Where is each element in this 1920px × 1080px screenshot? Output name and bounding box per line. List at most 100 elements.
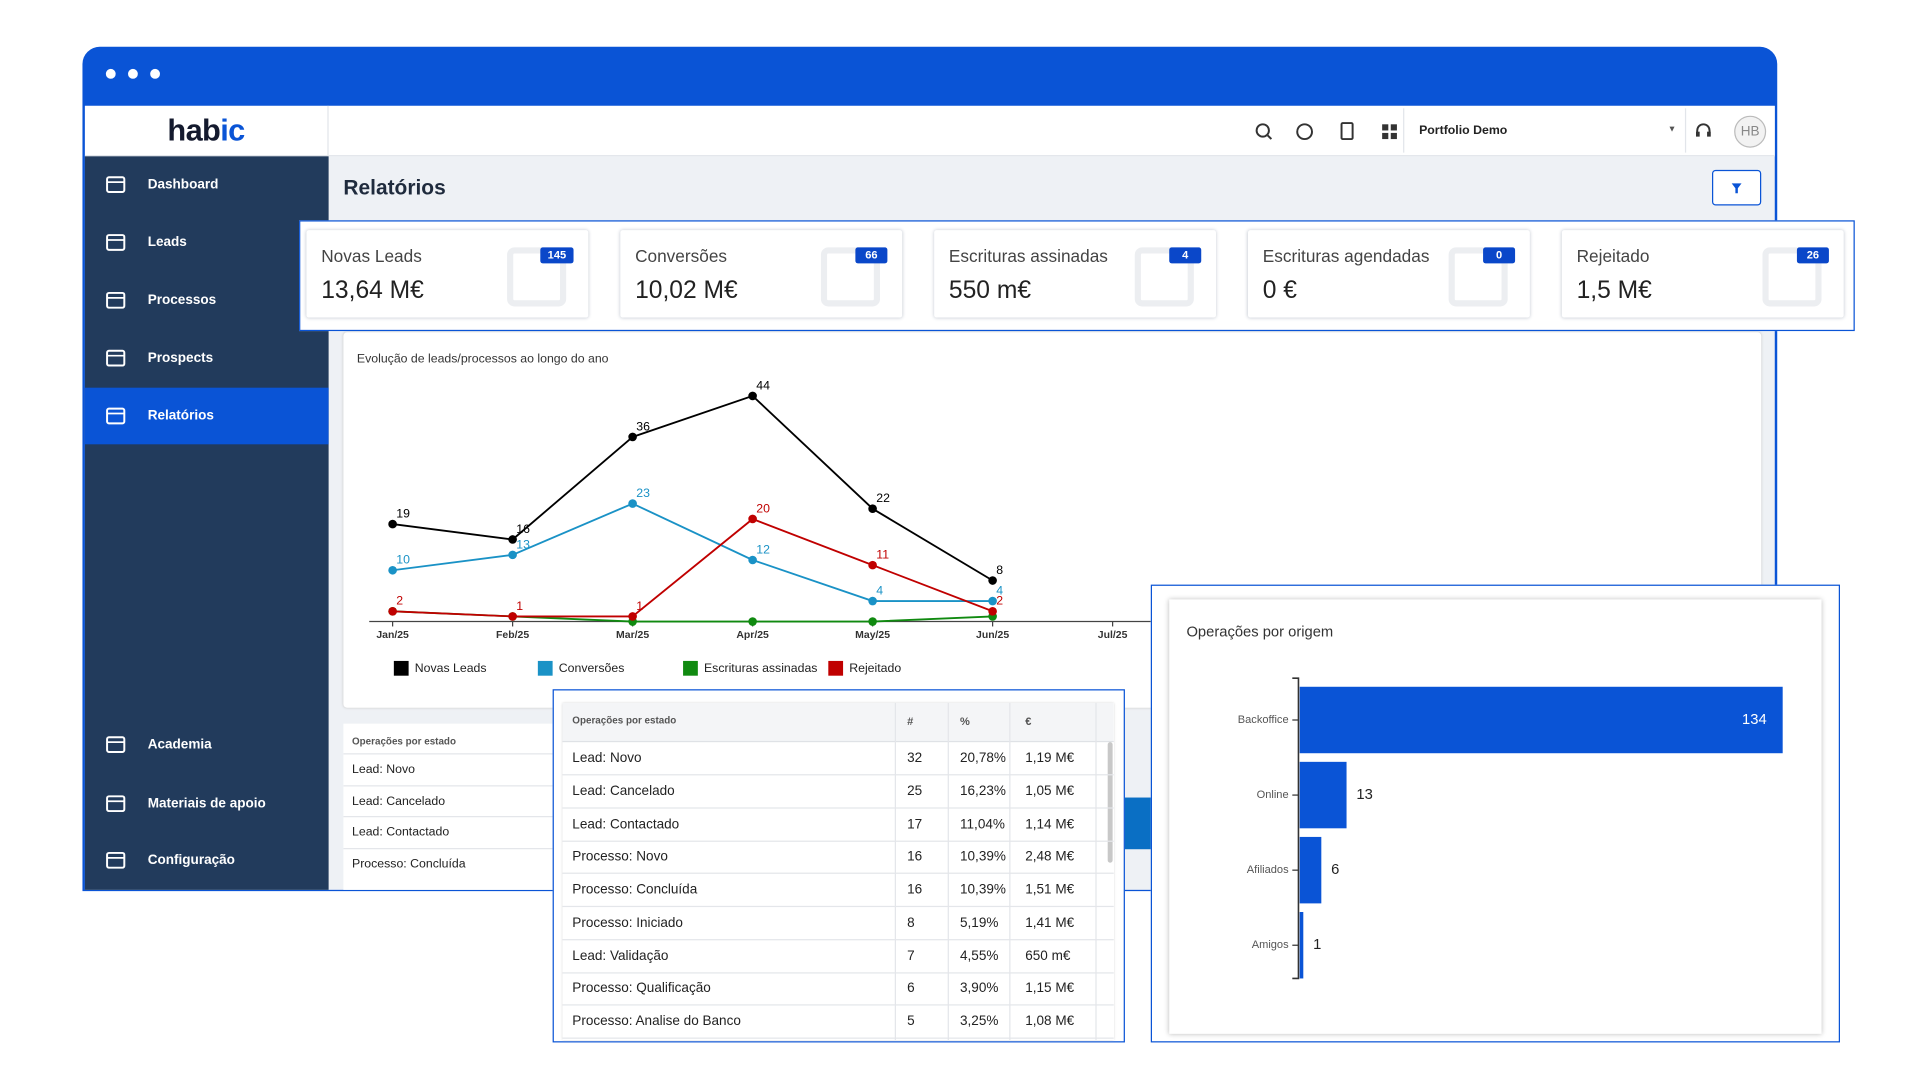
- cell: 7: [907, 948, 915, 964]
- header-icons: [1255, 122, 1397, 141]
- column-separator: [894, 702, 896, 1040]
- data-label: 44: [756, 378, 770, 392]
- legend-swatch: [537, 660, 553, 676]
- kpi-label: Conversões: [635, 246, 728, 266]
- table: Operações por estado #% € Lead: Novo 32 20,78…: [562, 702, 1114, 1040]
- data-label: 6: [1331, 862, 1339, 878]
- data-point: [628, 612, 637, 621]
- nav-item[interactable]: Processos: [147, 292, 217, 308]
- bar-chart-card: Operações por origem Backoffice 134 Online 1…: [1169, 599, 1822, 1034]
- y-tick-label: Afiliados: [1247, 864, 1289, 876]
- calculator-icon[interactable]: [1340, 122, 1354, 141]
- kpi-value: 1,5 M€: [1576, 276, 1652, 304]
- kpi-badge: 145: [540, 247, 574, 264]
- cell: Processo: Concluída: [351, 857, 466, 871]
- data-point: [868, 560, 877, 570]
- background-table-title: Operações por estado: [351, 735, 456, 748]
- header-cell: #: [907, 715, 914, 728]
- nav-item[interactable]: Academia: [147, 737, 212, 752]
- header-cell: Operações por estado: [572, 715, 677, 727]
- background-bar: [1123, 797, 1154, 850]
- data-label: 22: [876, 491, 890, 505]
- table-row: Lead: Novo: [343, 753, 556, 785]
- nav-item[interactable]: Materiais de apoio: [147, 796, 266, 812]
- kpi-watermark: [820, 247, 880, 307]
- table-row: Lead: Cancelado 25 16,23% 1,05 M€: [562, 775, 1114, 809]
- cell: 10,39%: [959, 882, 1006, 898]
- filter-button[interactable]: [1711, 169, 1762, 206]
- cell: 20,78%: [959, 750, 1006, 766]
- y-tick-label: Online: [1257, 789, 1289, 801]
- nav-item[interactable]: Prospects: [147, 350, 214, 366]
- avatar[interactable]: HB: [1734, 115, 1767, 148]
- data-label: 4: [996, 583, 1003, 597]
- divider: [327, 105, 329, 156]
- cell: 1,41 M€: [1025, 915, 1075, 931]
- cell: 5,19%: [959, 915, 999, 931]
- line-chart: Evolução de leads/processos ao longo do …: [357, 352, 1151, 676]
- table-row: Lead: Validação 7 4,55% 650 m€: [562, 940, 1114, 973]
- table-header: [562, 702, 1114, 743]
- nav-icon: [106, 795, 126, 813]
- kpi-card: Rejeitado 1,5 M€ 26: [1561, 230, 1844, 318]
- data-label: 36: [636, 419, 650, 433]
- apps-icon[interactable]: [1382, 124, 1397, 140]
- search-icon[interactable]: [1255, 123, 1270, 138]
- cell: Processo: Qualificação: [572, 981, 711, 996]
- data-point: [868, 596, 877, 606]
- kpi-label: Rejeitado: [1576, 246, 1650, 266]
- x-tick-label: Mar/25: [616, 630, 649, 641]
- legend-label: Conversões: [559, 661, 625, 675]
- series-line: [392, 502, 993, 602]
- nav-item[interactable]: Leads: [147, 235, 187, 250]
- cell: Processo: Analise do Banco: [572, 1014, 741, 1029]
- data-point: [988, 596, 997, 606]
- data-label: 8: [996, 563, 1003, 577]
- cell: 1,05 M€: [1025, 783, 1075, 799]
- globe-icon[interactable]: [1296, 123, 1313, 141]
- chart-title: Evolução de leads/processos ao longo do …: [357, 352, 609, 366]
- cell: 1,19 M€: [1025, 750, 1075, 766]
- kpi-card: Conversões 10,02 M€ 66: [620, 230, 903, 318]
- data-label: 2: [996, 594, 1003, 608]
- legend-label: Novas Leads: [415, 661, 487, 675]
- nav-icon: [106, 736, 126, 753]
- legend-swatch: [828, 660, 844, 676]
- cell: 10,39%: [959, 849, 1006, 865]
- cell: 8: [907, 915, 915, 931]
- data-point: [748, 514, 757, 524]
- kpi-badge: 0: [1483, 247, 1516, 264]
- table-row: Lead: Contactado 17 11,04% 1,14 M€: [562, 808, 1114, 842]
- nav-item[interactable]: Configuração: [147, 852, 235, 868]
- data-label: 134: [1742, 712, 1767, 728]
- workspace-name[interactable]: Portfolio Demo: [1419, 124, 1508, 138]
- data-point: [388, 565, 397, 575]
- kpi-label: Escrituras assinadas: [948, 246, 1108, 266]
- nav-icon: [106, 291, 126, 309]
- scrollbar[interactable]: [1107, 742, 1113, 863]
- bar: [1299, 836, 1322, 904]
- kpi-watermark: [1762, 247, 1822, 307]
- workspace-select[interactable]: [1403, 108, 1687, 153]
- data-label: 1: [636, 599, 643, 613]
- chart-title: Operações por origem: [1186, 625, 1333, 641]
- data-label: 13: [516, 537, 530, 551]
- legend-swatch: [393, 660, 409, 676]
- table-row: Lead: Novo 32 20,78% 1,19 M€: [562, 742, 1114, 776]
- legend-label: Rejeitado: [849, 661, 901, 675]
- nav-item[interactable]: Relatórios: [147, 408, 214, 424]
- table-row: Processo: Concluída: [343, 847, 556, 879]
- data-point: [388, 606, 397, 616]
- table-row: Processo: Concluída 16 10,39% 1,51 M€: [562, 874, 1114, 908]
- nav-item[interactable]: Dashboard: [147, 177, 219, 192]
- cell: 16,23%: [959, 783, 1006, 799]
- table-row: Lead: Cancelado: [343, 784, 556, 817]
- support-icon[interactable]: [1694, 121, 1714, 141]
- logo: habic: [167, 115, 245, 147]
- data-label: 4: [876, 583, 883, 597]
- y-axis: [1292, 677, 1300, 980]
- data-label: 19: [396, 507, 410, 521]
- table-row: Processo: Analise do Banco 5 3,25% 1,08 M€: [562, 1006, 1114, 1039]
- bar: [1299, 911, 1304, 979]
